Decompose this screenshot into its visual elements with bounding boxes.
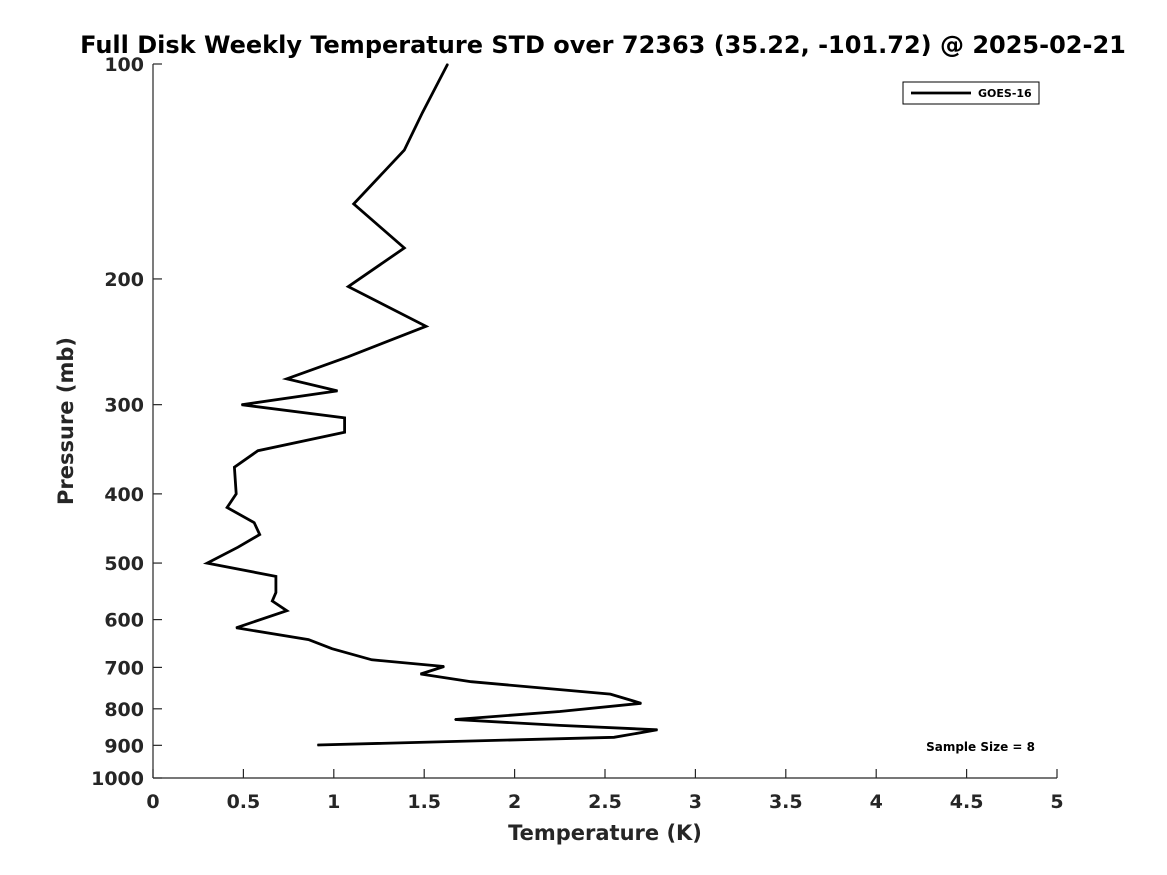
data-point — [443, 665, 445, 668]
data-point — [235, 627, 237, 629]
y-tick-label: 100 — [104, 54, 144, 76]
data-point — [371, 659, 373, 661]
legend: GOES-16 — [902, 81, 1040, 105]
x-tick-label: 2 — [508, 791, 521, 813]
x-tick-label: 4 — [870, 791, 883, 813]
data-point — [259, 533, 261, 536]
data-point — [609, 693, 612, 695]
x-tick-label: 3 — [689, 791, 702, 813]
y-ticks: 100 200 300 400 500 600 700 800 900 1000 — [91, 54, 162, 790]
y-tick-label: 900 — [104, 735, 144, 757]
x-axis-label: Temperature (K) — [508, 821, 702, 845]
y-tick-label: 700 — [104, 657, 144, 679]
x-ticks: 0 0.5 1 1.5 2 2.5 3 3.5 4 4.5 5 — [146, 769, 1064, 813]
series-points — [206, 63, 659, 746]
data-point — [253, 522, 255, 524]
data-point — [271, 600, 273, 602]
data-point — [331, 648, 333, 650]
data-point — [257, 450, 259, 452]
data-point — [347, 286, 349, 288]
data-point — [640, 702, 642, 704]
data-point — [420, 673, 422, 675]
data-point — [559, 710, 561, 713]
data-point — [425, 325, 427, 327]
series-line-goes16 — [202, 63, 658, 747]
data-point — [237, 546, 239, 548]
data-point — [235, 493, 237, 495]
data-point — [344, 431, 346, 433]
data-point — [275, 592, 277, 594]
y-tick-label: 400 — [104, 484, 144, 506]
data-point — [353, 203, 355, 205]
x-tick-label: 1 — [327, 791, 340, 813]
data-point — [344, 417, 346, 419]
axes — [152, 64, 1057, 779]
legend-label: GOES-16 — [978, 87, 1032, 100]
sample-size-annotation: Sample Size = 8 — [926, 740, 1035, 754]
data-point — [286, 378, 288, 380]
x-tick-label: 1.5 — [407, 791, 441, 813]
data-point — [347, 356, 349, 358]
data-point — [316, 744, 319, 746]
data-point — [470, 681, 472, 683]
data-point — [403, 247, 405, 249]
data-point — [403, 149, 405, 151]
data-point — [613, 736, 615, 738]
chart-title: Full Disk Weekly Temperature STD over 72… — [80, 31, 1126, 59]
x-tick-label: 3.5 — [769, 791, 803, 813]
y-tick-label: 300 — [104, 395, 144, 417]
data-point — [656, 729, 659, 731]
x-tick-label: 2.5 — [588, 791, 622, 813]
x-tick-label: 0.5 — [227, 791, 261, 813]
y-axis-label: Pressure (mb) — [54, 337, 78, 505]
data-point — [336, 390, 338, 392]
data-point — [454, 718, 456, 721]
x-tick-label: 4.5 — [950, 791, 984, 813]
data-point — [286, 610, 288, 612]
y-tick-label: 200 — [104, 269, 144, 291]
data-point — [307, 639, 310, 641]
data-point — [241, 404, 243, 406]
y-tick-label: 600 — [104, 610, 144, 632]
data-point — [421, 112, 423, 114]
data-point — [226, 506, 228, 509]
data-point — [275, 575, 277, 578]
data-point — [233, 466, 235, 468]
data-point — [447, 63, 449, 65]
x-tick-label: 0 — [146, 791, 159, 813]
data-point — [206, 562, 208, 564]
y-tick-label: 800 — [104, 699, 144, 721]
y-tick-label: 500 — [104, 553, 144, 575]
data-point — [559, 724, 561, 727]
x-tick-label: 5 — [1050, 791, 1063, 813]
y-tick-label: 1000 — [91, 768, 144, 790]
